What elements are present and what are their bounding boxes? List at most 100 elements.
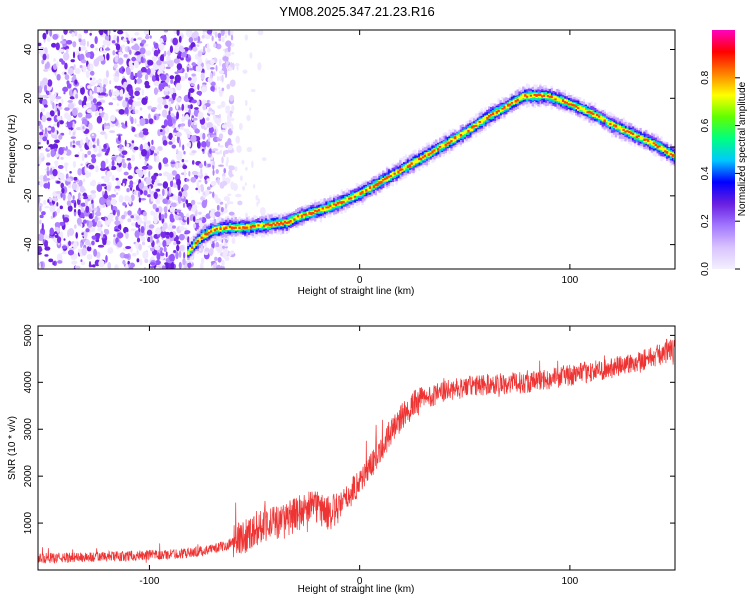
noise-speck (125, 231, 129, 240)
ridge-cell (295, 215, 298, 220)
noise-speck (200, 257, 205, 265)
noise-speck (201, 141, 207, 148)
noise-speck (196, 140, 201, 149)
noise-speck (187, 119, 191, 128)
noise-speck (215, 151, 221, 155)
ridge-cell (614, 124, 618, 128)
ridge-cell (191, 246, 194, 249)
noise-speck (96, 101, 102, 106)
noise-speck (94, 112, 98, 117)
ridge-cell (446, 142, 449, 145)
noise-speck (38, 42, 42, 47)
noise-speck (39, 180, 43, 188)
noise-speck (107, 30, 110, 36)
noise-speck (182, 202, 186, 209)
noise-speck (61, 187, 65, 194)
noise-speck (160, 230, 167, 239)
noise-speck (190, 199, 196, 206)
noise-speck (196, 202, 203, 205)
noise-speck (50, 149, 56, 158)
noise-speck (80, 86, 85, 95)
ridge-cell (442, 143, 446, 148)
noise-speck (196, 181, 200, 188)
noise-speck (204, 34, 211, 40)
ridge-cell (223, 225, 226, 230)
noise-speck (71, 32, 75, 38)
noise-speck (96, 184, 103, 192)
noise-speck (228, 169, 233, 178)
noise-speck (168, 141, 173, 145)
noise-speck (197, 65, 203, 73)
noise-speck (116, 35, 120, 44)
ridge-cell (225, 226, 228, 230)
ridge-cell (522, 93, 525, 99)
ridge-cell (558, 98, 561, 102)
y-tick-label: 20 (23, 92, 34, 104)
noise-speck (39, 131, 44, 136)
noise-speck (116, 156, 123, 164)
noise-speck (193, 122, 197, 126)
ridge-cell (363, 189, 366, 194)
ridge-cell (285, 221, 288, 224)
noise-speck (52, 63, 58, 70)
ridge-cell (541, 95, 544, 98)
noise-speck (105, 158, 109, 165)
noise-speck (213, 113, 216, 121)
noise-speck (204, 122, 207, 128)
noise-speck (157, 242, 162, 246)
ridge-cell (349, 197, 353, 200)
noise-speck (38, 252, 42, 255)
noise-speck (231, 104, 235, 112)
noise-speck (153, 155, 157, 162)
noise-speck (116, 241, 123, 248)
ridge-cell (300, 214, 304, 218)
ridge-cell (365, 189, 368, 192)
noise-speck (45, 162, 51, 166)
noise-speck (149, 235, 153, 244)
ridge-cell (525, 95, 529, 98)
noise-speck (145, 233, 148, 240)
ridge-cell (204, 232, 207, 236)
noise-speck (54, 91, 57, 97)
ridge-cell (423, 154, 427, 158)
noise-speck (115, 177, 119, 181)
noise-speck (127, 46, 130, 52)
noise-speck (157, 103, 162, 111)
noise-speck (60, 182, 65, 189)
ridge-cell (234, 226, 237, 229)
noise-speck (169, 231, 174, 238)
noise-speck (88, 172, 92, 177)
ridge-cell (367, 186, 370, 191)
noise-speck (133, 38, 137, 41)
noise-speck (46, 127, 52, 131)
ridge-cell (232, 226, 235, 230)
noise-speck (153, 181, 158, 188)
ridge-cell (554, 98, 557, 101)
noise-speck (179, 75, 186, 81)
noise-speck (66, 83, 72, 89)
ridge-cell (393, 172, 396, 175)
noise-speck (144, 160, 147, 166)
noise-speck (161, 227, 166, 232)
ridge-cell (533, 93, 536, 96)
spectrogram-panel: -100 0 100 -40 -20 0 20 40 Height of straight … (7, 29, 676, 297)
noise-speck (86, 109, 93, 114)
noise-speck (94, 36, 98, 45)
noise-speck (69, 96, 75, 100)
noise-speck (142, 130, 149, 136)
ridge-cell (539, 93, 542, 97)
noise-speck (184, 114, 190, 121)
ridge-cell (327, 206, 330, 209)
noise-speck (252, 184, 256, 189)
ridge-cell (221, 225, 224, 230)
noise-speck (66, 114, 72, 123)
noise-speck (169, 186, 172, 195)
noise-speck (203, 45, 206, 54)
ridge-cell (230, 226, 234, 230)
ridge-cell (206, 232, 209, 236)
noise-speck (78, 179, 83, 187)
noise-speck (117, 57, 124, 65)
ridge-cell (461, 131, 464, 135)
spectrogram-x-label: Height of straight line (km) (298, 286, 415, 297)
ridge-cell (643, 138, 646, 142)
